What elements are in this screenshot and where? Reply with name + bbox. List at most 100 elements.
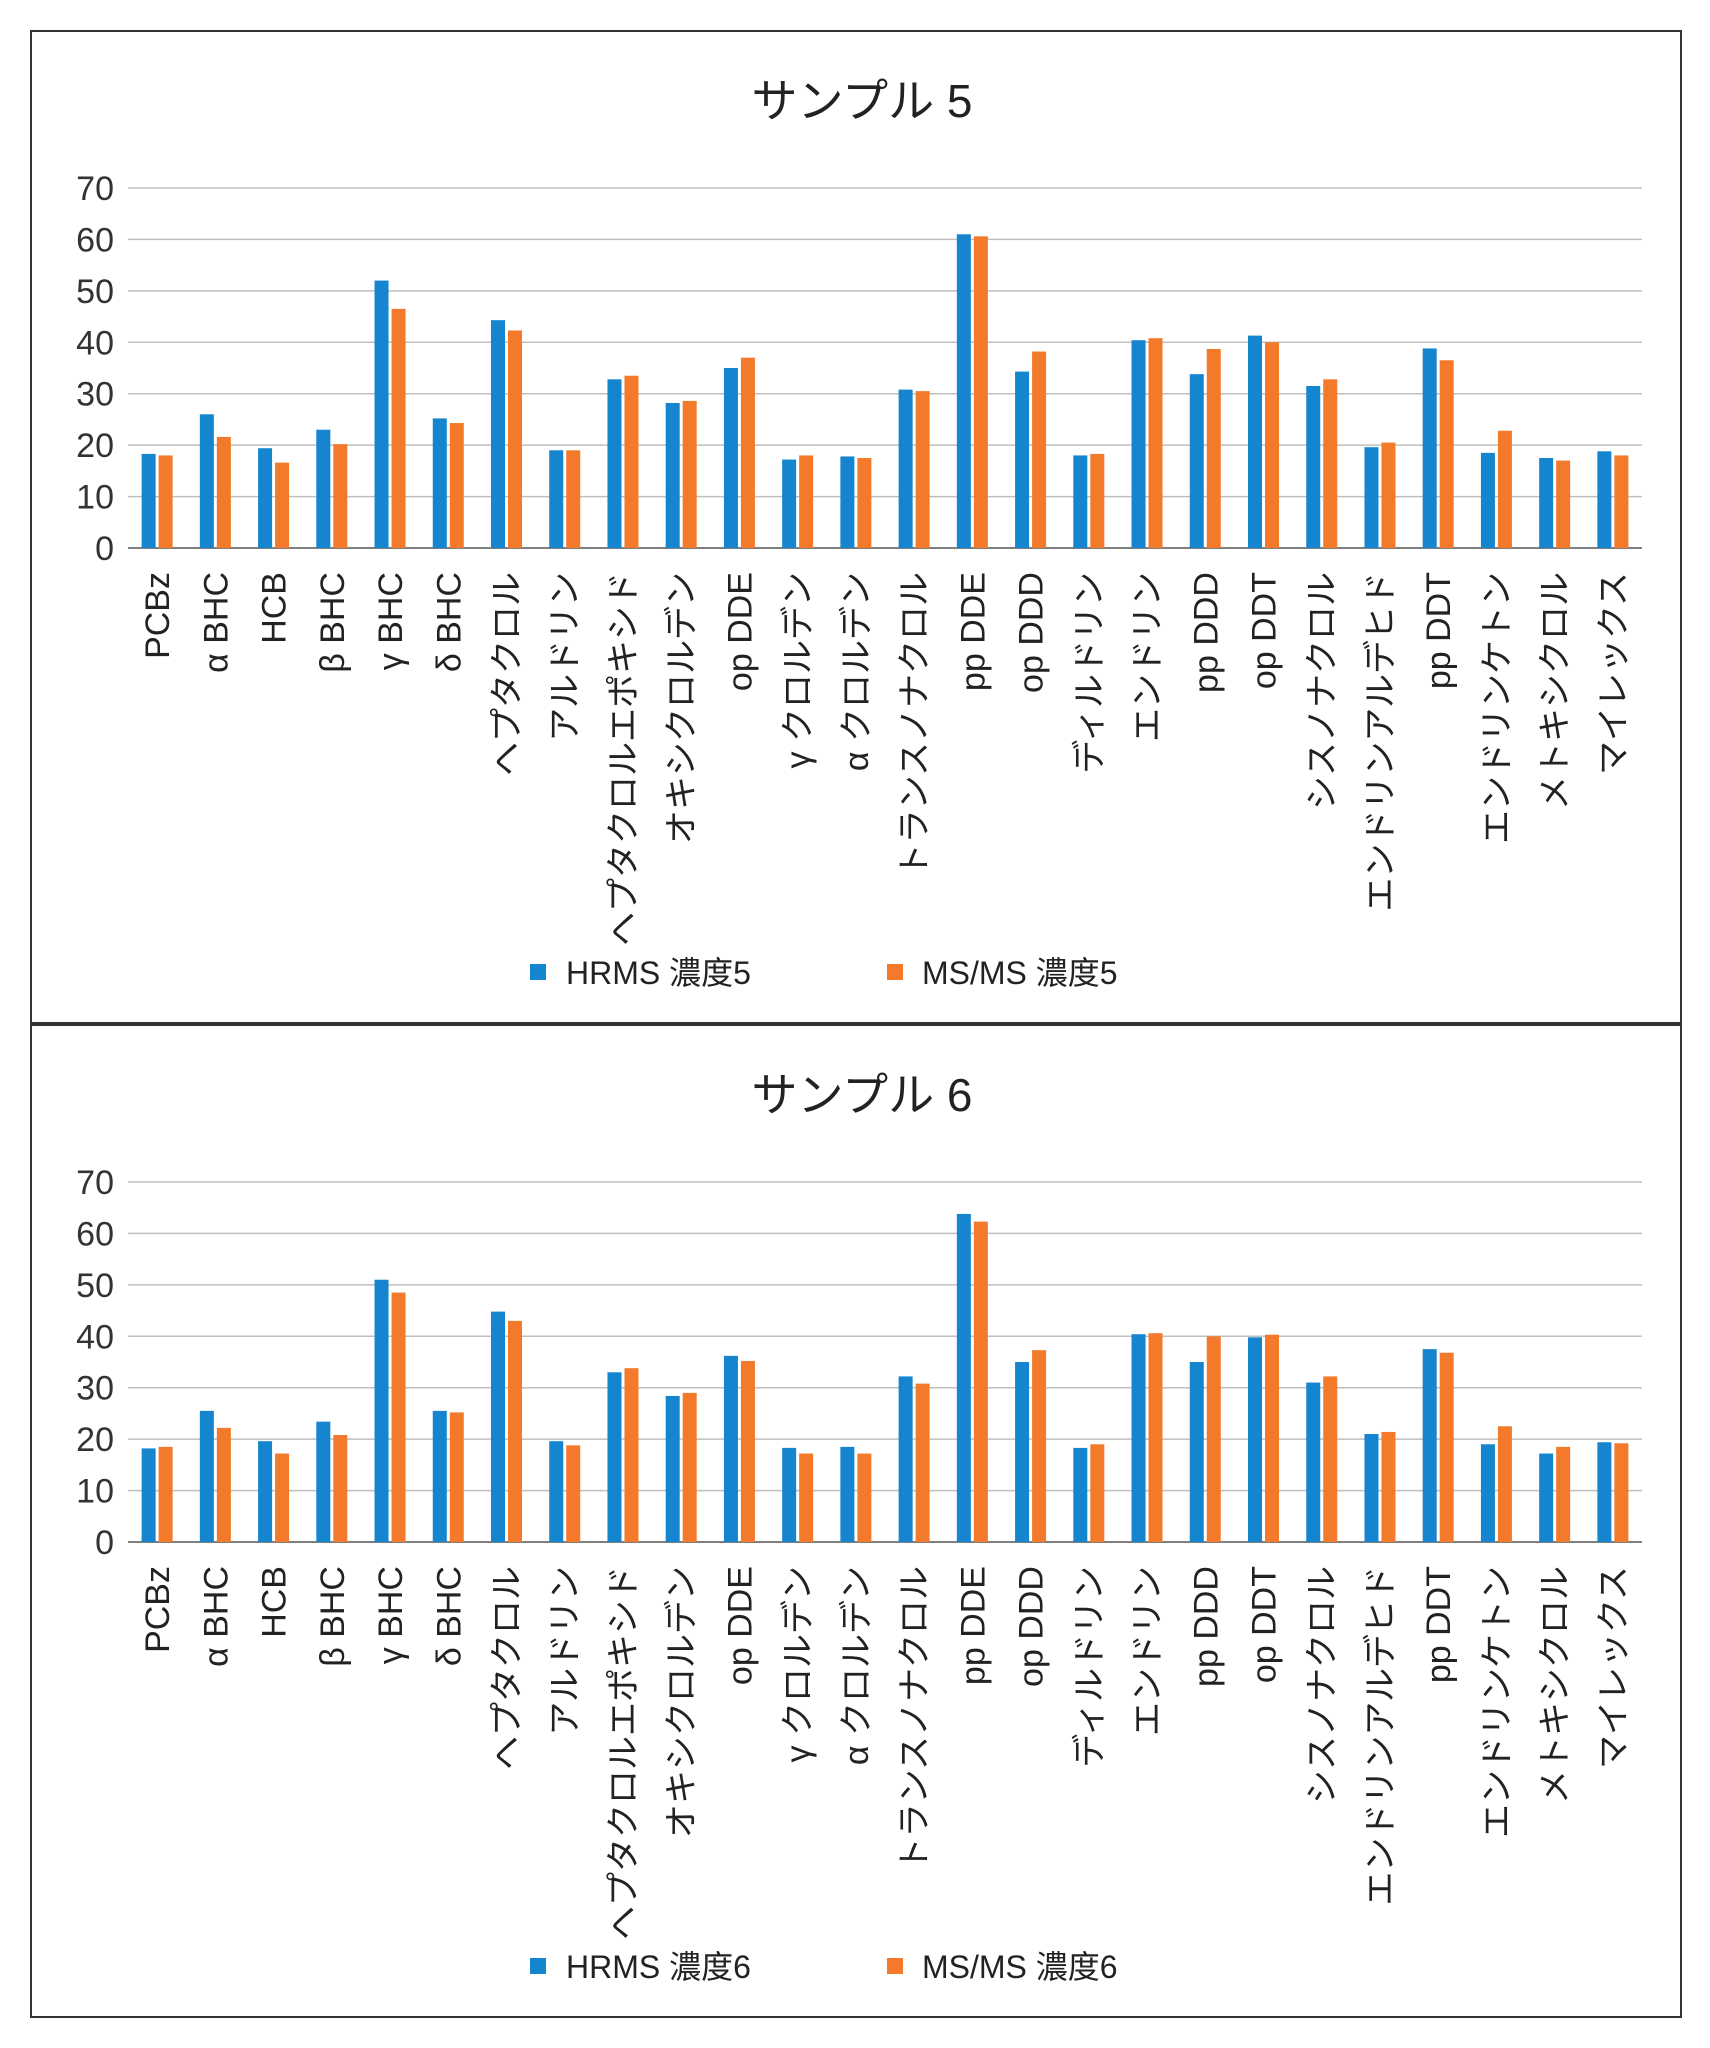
bar-msms xyxy=(449,423,464,548)
x-tick-label: op DDT xyxy=(1246,572,1284,689)
x-tick-label: シスノナクロル xyxy=(1304,572,1342,810)
bar-msms xyxy=(1265,342,1279,548)
x-tick-label: ヘプタクロル xyxy=(489,572,527,776)
bar-hrms xyxy=(1597,451,1612,548)
bar-msms xyxy=(216,436,231,548)
bar-msms xyxy=(682,1392,697,1542)
bar-hrms xyxy=(1189,1362,1204,1542)
x-tick-label: メトキシクロル xyxy=(1537,1566,1575,1804)
x-tick-label: エンドリンアルデヒド xyxy=(1362,572,1400,912)
bar-hrms xyxy=(141,1448,156,1542)
legend-label-hrms: HRMS 濃度6 xyxy=(566,1949,751,1985)
bar-msms xyxy=(1497,1426,1512,1542)
legend-label-msms: MS/MS 濃度5 xyxy=(922,955,1118,991)
x-tick-label: ディルドリン xyxy=(1071,572,1109,774)
bar-hrms xyxy=(1480,1444,1495,1542)
y-tick-label: 40 xyxy=(76,324,114,362)
bar-hrms xyxy=(1364,1434,1379,1542)
bar-msms xyxy=(566,450,581,548)
x-tick-label: pp DDT xyxy=(1420,1566,1458,1683)
x-tick-label: ヘプタクロル xyxy=(489,1566,527,1770)
bar-msms xyxy=(275,462,290,548)
bar-msms xyxy=(275,1453,290,1542)
bar-hrms xyxy=(549,450,564,548)
bar-msms xyxy=(740,1360,755,1542)
bar-msms xyxy=(1614,455,1629,548)
bar-hrms xyxy=(1480,452,1495,548)
x-tick-label: pp DDD xyxy=(1187,572,1225,693)
bar-hrms xyxy=(665,1395,680,1542)
bar-hrms xyxy=(782,459,797,548)
bar-hrms xyxy=(1306,386,1321,548)
bar-hrms xyxy=(491,320,505,548)
x-tick-label: op DDD xyxy=(1013,1566,1051,1687)
x-tick-label: オキシクロルデン xyxy=(663,572,701,844)
x-tick-label: HCB xyxy=(256,1566,294,1638)
bar-msms xyxy=(915,391,930,548)
x-tick-label: オキシクロルデン xyxy=(663,1566,701,1838)
bar-hrms xyxy=(1189,374,1204,548)
bar-hrms xyxy=(1539,458,1554,548)
bar-hrms xyxy=(956,1213,971,1542)
bar-msms xyxy=(391,308,406,548)
bar-hrms xyxy=(607,1372,622,1542)
bar-msms xyxy=(449,1412,464,1542)
y-tick-label: 70 xyxy=(76,1164,114,1202)
bar-msms xyxy=(740,357,755,548)
bar-hrms xyxy=(1015,371,1030,548)
x-tick-label: トランスノナクロル xyxy=(896,572,934,877)
bar-hrms xyxy=(432,418,447,548)
x-tick-label: α BHC xyxy=(197,572,235,673)
bar-msms xyxy=(1556,460,1571,548)
x-tick-label: δ BHC xyxy=(430,1566,468,1666)
x-tick-label: シスノナクロル xyxy=(1304,1566,1342,1804)
bar-msms xyxy=(508,330,522,548)
x-tick-label: HCB xyxy=(256,572,294,644)
bar-msms xyxy=(333,444,348,548)
legend-label-hrms: HRMS 濃度5 xyxy=(566,955,751,991)
bar-hrms xyxy=(840,1446,855,1542)
x-tick-label: エンドリンアルデヒド xyxy=(1362,1566,1400,1906)
bar-hrms xyxy=(782,1447,797,1542)
bar-hrms xyxy=(199,414,214,548)
x-tick-label: pp DDT xyxy=(1420,572,1458,689)
bar-msms xyxy=(1323,379,1338,548)
bar-msms xyxy=(1323,1376,1338,1542)
bar-hrms xyxy=(432,1410,447,1542)
y-tick-label: 20 xyxy=(76,1421,114,1459)
x-tick-label: PCBz xyxy=(139,572,177,659)
x-tick-label: pp DDD xyxy=(1187,1566,1225,1687)
x-tick-label: ディルドリン xyxy=(1071,1566,1109,1768)
x-tick-label: エンドリンケトン xyxy=(1478,1566,1516,1838)
x-tick-label: トランスノナクロル xyxy=(896,1566,934,1871)
bar-msms xyxy=(1032,1350,1047,1542)
bar-msms xyxy=(1381,1431,1396,1542)
y-tick-label: 0 xyxy=(95,530,114,568)
legend-swatch-hrms xyxy=(530,964,546,980)
bar-msms xyxy=(1265,1334,1279,1542)
y-tick-label: 30 xyxy=(76,376,114,414)
chart-panel-sample-6: サンプル 6 0 10 20 30 40 50 60 70 PCBz α BHC HCB β BHC… xyxy=(30,1024,1682,2018)
bar-msms xyxy=(915,1383,930,1542)
bar-hrms xyxy=(199,1410,214,1542)
x-tick-label: γ クロルデン xyxy=(780,1566,818,1762)
bar-chart-sample-6: サンプル 6 0 10 20 30 40 50 60 70 PCBz α BHC HCB β BHC… xyxy=(76,1069,1642,1985)
y-tick-label: 60 xyxy=(76,221,114,259)
y-tick-label: 20 xyxy=(76,427,114,465)
y-tick-label: 30 xyxy=(76,1370,114,1408)
bar-msms xyxy=(1439,360,1454,548)
y-tick-label: 50 xyxy=(76,273,114,311)
bar-msms xyxy=(566,1445,581,1542)
bar-hrms xyxy=(1073,1447,1088,1542)
bar-msms xyxy=(1206,1336,1221,1542)
bar-msms xyxy=(799,455,814,548)
chart-title: サンプル 5 xyxy=(752,75,973,127)
bar-msms xyxy=(973,236,988,549)
bar-hrms xyxy=(665,402,680,548)
bar-msms xyxy=(158,1446,173,1542)
x-tick-label: β BHC xyxy=(314,1566,352,1667)
legend-swatch-msms xyxy=(887,964,903,980)
bar-msms xyxy=(857,1453,872,1542)
bar-chart-sample-5: サンプル 5 0 10 20 30 40 50 60 70 PCBz α BHC HCB β BHC… xyxy=(76,75,1642,991)
x-tick-label: γ クロルデン xyxy=(780,572,818,768)
